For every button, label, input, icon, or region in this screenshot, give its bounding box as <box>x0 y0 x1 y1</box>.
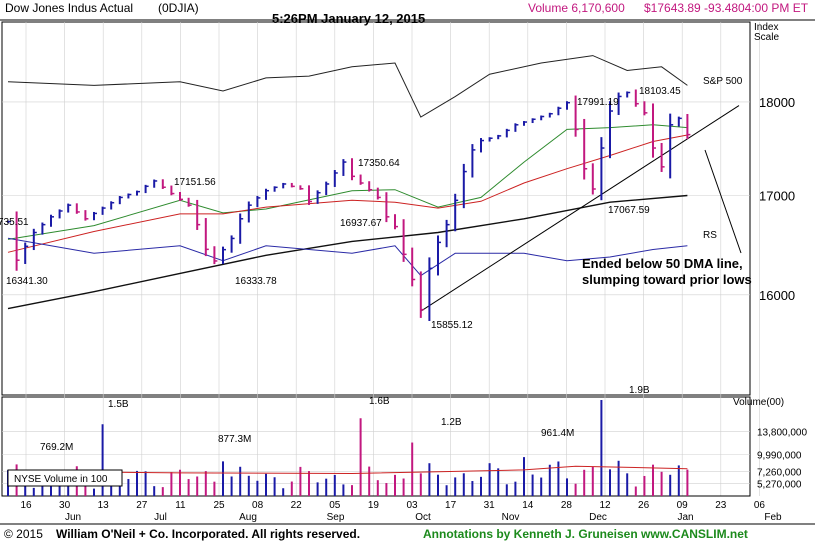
symbol: (0DJIA) <box>158 1 199 15</box>
y-axis-title: Scale <box>754 32 779 43</box>
ma50-line <box>7 124 688 240</box>
price-label: 735.51 <box>0 217 29 228</box>
ma-short-line <box>7 134 688 253</box>
rs-line <box>7 237 688 277</box>
price-label: 16341.30 <box>6 276 48 287</box>
price-label: 17067.59 <box>608 205 650 216</box>
price-label: 18103.45 <box>639 86 681 97</box>
sp500-line <box>7 55 688 118</box>
volume-tick-label: 7,260,000 <box>757 467 802 478</box>
price-label: 17350.64 <box>358 158 400 169</box>
annotation-text: Ended below 50 DMA line, slumping toward… <box>582 256 752 288</box>
sp500-label: S&P 500 <box>703 76 743 87</box>
trendline <box>420 105 740 312</box>
month-label: Dec <box>589 512 607 523</box>
x-tick-label: 06 <box>754 500 766 511</box>
month-label: Jan <box>677 512 693 523</box>
company-notice: William O'Neil + Co. Incorporated. All r… <box>56 527 361 541</box>
y-axis-title: Index <box>754 22 778 33</box>
month-label: Sep <box>327 512 345 523</box>
x-tick-label: 03 <box>406 500 418 511</box>
x-tick-label: 17 <box>445 500 457 511</box>
volume-spike-label: 961.4M <box>541 428 574 439</box>
x-tick-label: 30 <box>59 500 71 511</box>
annotation-line-2: slumping toward prior lows <box>582 272 752 287</box>
x-tick-label: 28 <box>561 500 573 511</box>
month-label: Nov <box>502 512 520 523</box>
y-tick-label: 16000 <box>759 288 795 303</box>
x-tick-label: 09 <box>677 500 689 511</box>
annotation-arrow <box>704 149 742 254</box>
price-label: 16333.78 <box>235 276 277 287</box>
month-label: Jun <box>65 512 81 523</box>
x-tick-label: 22 <box>291 500 303 511</box>
index-name: Dow Jones Indus Actual <box>5 1 134 15</box>
y-tick-label: 17000 <box>759 188 795 203</box>
price-label: 15855.12 <box>431 320 473 331</box>
y-tick-label: 18000 <box>759 95 795 110</box>
copyright: © 2015 <box>4 527 43 541</box>
x-tick-label: 27 <box>136 500 148 511</box>
time-readout: 04:00 PM ET <box>738 1 809 15</box>
timestamp: 5:26PM January 12, 2015 <box>272 11 426 26</box>
month-label: Jul <box>154 512 167 523</box>
volume-title: Volume(00) <box>733 397 784 408</box>
volume-spike-label: 877.3M <box>218 434 251 445</box>
price-label: 17151.56 <box>174 177 216 188</box>
volume-ma-line <box>7 465 688 475</box>
x-tick-label: 26 <box>638 500 650 511</box>
volume-spike-label: 1.9B <box>629 385 650 396</box>
volume-spike-label: 1.6B <box>369 396 390 407</box>
x-tick-label: 05 <box>329 500 341 511</box>
volume-spike-label: 1.5B <box>108 399 129 410</box>
month-label: Aug <box>239 512 257 523</box>
month-label: Feb <box>764 512 782 523</box>
x-tick-label: 31 <box>484 500 496 511</box>
x-tick-label: 12 <box>599 500 611 511</box>
volume-legend-box <box>7 469 123 487</box>
x-tick-label: 11 <box>175 500 186 511</box>
x-tick-label: 19 <box>368 500 380 511</box>
volume-legend: NYSE Volume in 100 <box>14 474 108 485</box>
x-tick-label: 08 <box>252 500 264 511</box>
price-label: 16937.67 <box>340 218 382 229</box>
rs-label: RS <box>703 230 717 241</box>
annotation-credit: Annotations by Kenneth J. Gruneisen www.… <box>423 527 748 541</box>
price-panel-frame <box>1 21 751 396</box>
volume-tick-label: 9,990,000 <box>757 451 802 462</box>
price-label: 17991.19 <box>577 97 619 108</box>
volume-spike-label: 769.2M <box>40 442 73 453</box>
x-tick-label: 13 <box>98 500 110 511</box>
quote-readout: $17643.89 -93.48 <box>644 1 739 15</box>
volume-tick-label: 13,800,000 <box>757 428 807 439</box>
x-tick-label: 23 <box>715 500 727 511</box>
x-tick-label: 14 <box>522 500 534 511</box>
annotation-line-1: Ended below 50 DMA line, <box>582 256 743 271</box>
month-label: Oct <box>415 512 431 523</box>
volume-spike-label: 1.2B <box>441 417 462 428</box>
volume-tick-label: 5,270,000 <box>757 479 802 490</box>
x-tick-label: 25 <box>213 500 225 511</box>
volume-readout: Volume 6,170,600 <box>528 1 625 15</box>
x-tick-label: 16 <box>20 500 32 511</box>
